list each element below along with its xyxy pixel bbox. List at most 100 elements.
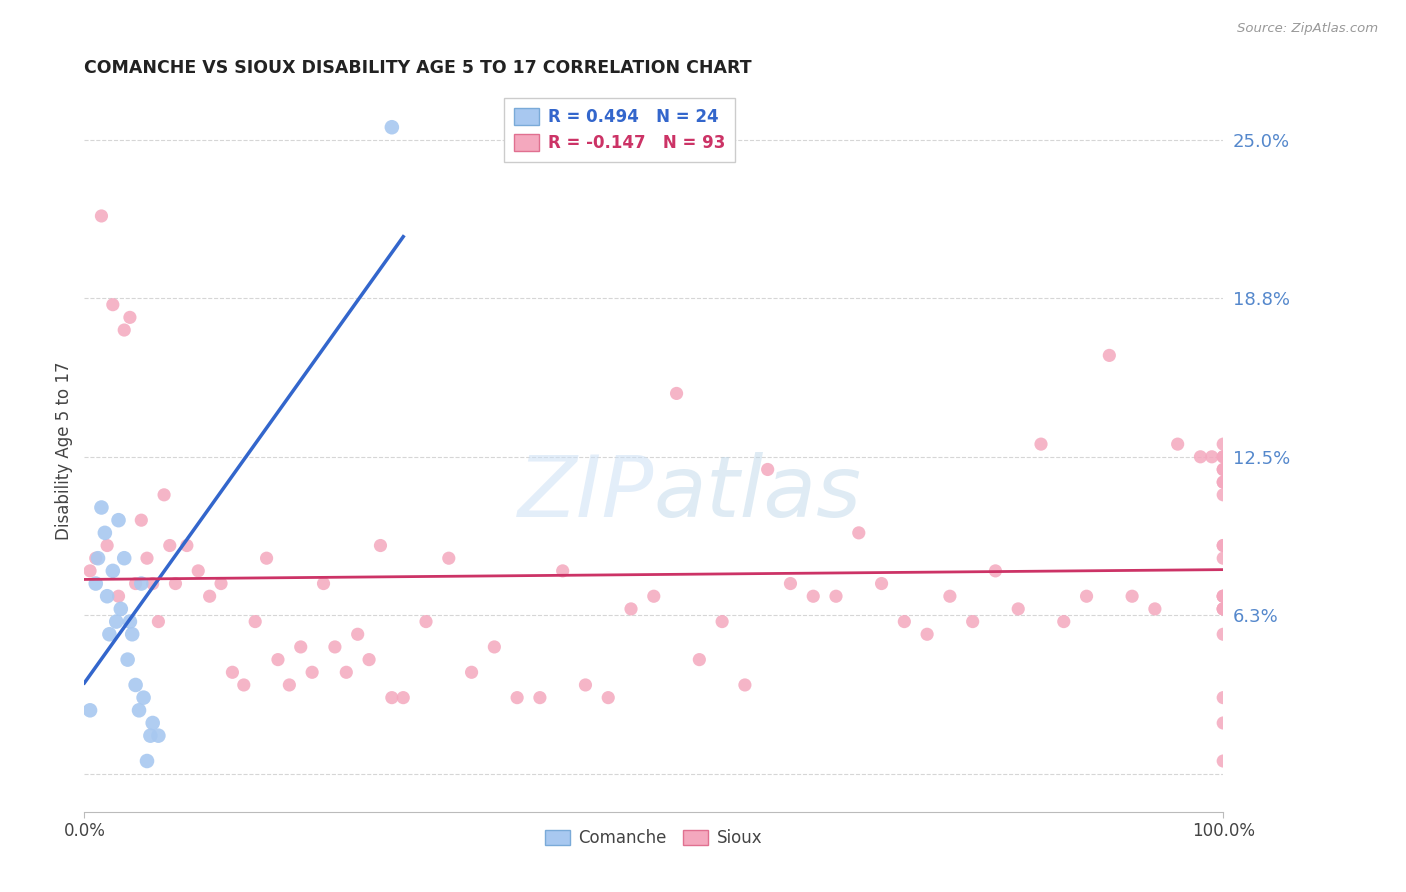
Point [392,690,415,705]
Point [1212,602,1234,616]
Point [1212,475,1234,490]
Point [346,627,368,641]
Point [98,627,121,641]
Point [359,652,381,666]
Point [142,716,165,731]
Point [153,488,176,502]
Point [136,754,159,768]
Point [1189,450,1212,464]
Point [198,589,221,603]
Point [1143,602,1166,616]
Point [110,602,132,616]
Point [665,386,688,401]
Point [484,640,506,654]
Point [1212,589,1234,603]
Point [101,298,124,312]
Point [779,576,801,591]
Point [128,703,150,717]
Point [107,513,129,527]
Point [415,615,437,629]
Point [984,564,1007,578]
Point [301,665,323,680]
Point [381,690,404,705]
Text: Source: ZipAtlas.com: Source: ZipAtlas.com [1237,22,1378,36]
Point [1212,462,1234,476]
Point [165,576,187,591]
Point [245,615,267,629]
Point [101,564,124,578]
Point [506,690,529,705]
Legend: Comanche, Sioux: Comanche, Sioux [538,822,769,854]
Point [290,640,312,654]
Point [117,652,139,666]
Point [1212,716,1234,731]
Point [734,678,756,692]
Point [124,678,146,692]
Point [893,615,915,629]
Point [1167,437,1189,451]
Point [1098,348,1121,362]
Point [112,551,135,566]
Point [1212,754,1234,768]
Point [278,678,301,692]
Point [529,690,551,705]
Point [142,576,165,591]
Point [221,665,243,680]
Point [1212,589,1234,603]
Point [1212,475,1234,490]
Point [87,551,110,566]
Point [437,551,460,566]
Point [1212,488,1234,502]
Point [801,589,824,603]
Point [90,209,112,223]
Point [131,576,153,591]
Point [79,564,101,578]
Point [756,462,779,476]
Point [131,513,153,527]
Point [118,310,141,325]
Point [381,120,404,135]
Point [84,551,107,566]
Point [460,665,482,680]
Point [267,652,290,666]
Point [939,589,962,603]
Point [1201,450,1223,464]
Point [1121,589,1143,603]
Point [107,589,129,603]
Point [1007,602,1029,616]
Point [209,576,232,591]
Point [1212,627,1234,641]
Point [176,539,198,553]
Point [139,729,162,743]
Point [136,551,159,566]
Point [84,576,107,591]
Point [848,525,870,540]
Point [870,576,893,591]
Point [551,564,574,578]
Point [323,640,346,654]
Point [256,551,278,566]
Point [711,615,734,629]
Point [148,729,170,743]
Point [1053,615,1076,629]
Point [1212,690,1234,705]
Point [232,678,254,692]
Text: atlas: atlas [654,452,862,535]
Point [1212,551,1234,566]
Point [159,539,181,553]
Point [1029,437,1052,451]
Point [574,678,596,692]
Point [620,602,643,616]
Point [94,525,117,540]
Text: COMANCHE VS SIOUX DISABILITY AGE 5 TO 17 CORRELATION CHART: COMANCHE VS SIOUX DISABILITY AGE 5 TO 17… [84,59,752,77]
Text: ZIP: ZIP [517,452,654,535]
Point [105,615,128,629]
Y-axis label: Disability Age 5 to 17: Disability Age 5 to 17 [55,361,73,540]
Point [79,703,101,717]
Point [1212,539,1234,553]
Point [96,589,118,603]
Point [96,539,118,553]
Point [124,576,146,591]
Point [335,665,357,680]
Point [1212,602,1234,616]
